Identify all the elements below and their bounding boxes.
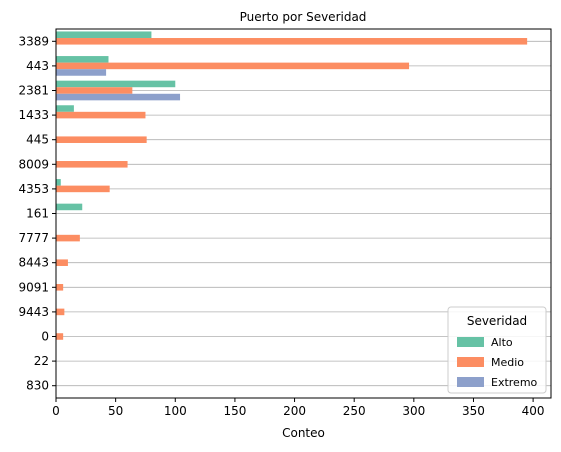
y-tick-label: 445 bbox=[26, 133, 49, 147]
y-tick-label: 22 bbox=[34, 354, 49, 368]
legend-swatch-alto bbox=[457, 337, 484, 347]
legend-label-extremo: Extremo bbox=[491, 376, 538, 389]
bar-medio bbox=[56, 234, 80, 242]
legend-box bbox=[447, 306, 547, 394]
bar-alto bbox=[56, 105, 74, 112]
legend-title: Severidad bbox=[467, 314, 527, 328]
bar-medio bbox=[56, 259, 68, 266]
y-tick-label: 4353 bbox=[18, 182, 49, 196]
x-tick-label: 350 bbox=[462, 404, 485, 418]
y-tick-label: 8443 bbox=[18, 256, 49, 270]
legend-items: Alto Medio Extremo bbox=[457, 336, 538, 389]
bar-alto bbox=[56, 203, 83, 211]
x-tick-label: 50 bbox=[108, 404, 123, 418]
x-axis-ticks: 0 50 100 150 200 250 300 350 400 bbox=[52, 398, 545, 418]
bar-medio bbox=[56, 284, 64, 291]
bar-extremo bbox=[56, 93, 181, 101]
y-tick-label: 830 bbox=[26, 379, 49, 393]
bar-alto bbox=[56, 179, 61, 186]
y-axis-ticks: 3389 443 2381 1433 445 8009 4353 161 7777 8443 909… bbox=[18, 34, 56, 393]
legend-swatch-medio bbox=[457, 357, 484, 367]
bar-medio bbox=[56, 87, 133, 94]
y-tick-label: 9091 bbox=[18, 280, 49, 294]
y-tick-label: 1433 bbox=[18, 108, 49, 122]
y-tick-label: 3389 bbox=[18, 34, 49, 48]
bar-medio bbox=[56, 333, 64, 340]
bar-alto bbox=[56, 31, 152, 39]
x-tick-label: 100 bbox=[164, 404, 187, 418]
bar-alto bbox=[56, 80, 176, 88]
bar-medio bbox=[56, 185, 110, 193]
bar-extremo bbox=[56, 69, 107, 76]
legend-label-medio: Medio bbox=[491, 356, 524, 369]
y-tick-label: 0 bbox=[41, 330, 49, 344]
x-tick-label: 0 bbox=[52, 404, 60, 418]
y-tick-label: 7777 bbox=[18, 231, 49, 245]
x-tick-label: 300 bbox=[402, 404, 425, 418]
legend-swatch-extremo bbox=[457, 377, 484, 387]
chart-title: Puerto por Severidad bbox=[240, 10, 367, 24]
x-axis-title: Conteo bbox=[282, 426, 325, 440]
legend-label-alto: Alto bbox=[491, 336, 513, 349]
y-tick-label: 9443 bbox=[18, 305, 49, 319]
bar-medio bbox=[56, 308, 65, 316]
x-tick-label: 250 bbox=[343, 404, 366, 418]
y-tick-label: 8009 bbox=[18, 157, 49, 171]
x-tick-label: 200 bbox=[283, 404, 306, 418]
bars bbox=[56, 31, 528, 340]
y-tick-label: 161 bbox=[26, 207, 49, 221]
x-tick-label: 150 bbox=[223, 404, 246, 418]
y-tick-label: 443 bbox=[26, 59, 49, 73]
x-tick-label: 400 bbox=[522, 404, 545, 418]
legend: Severidad Alto Medio Extremo bbox=[447, 306, 547, 394]
bar-alto bbox=[56, 56, 109, 63]
bar-medio bbox=[56, 136, 147, 143]
bar-medio bbox=[56, 38, 528, 45]
bar-medio bbox=[56, 111, 146, 119]
bar-medio bbox=[56, 62, 410, 70]
y-tick-label: 2381 bbox=[18, 84, 49, 98]
bar-medio bbox=[56, 161, 128, 168]
